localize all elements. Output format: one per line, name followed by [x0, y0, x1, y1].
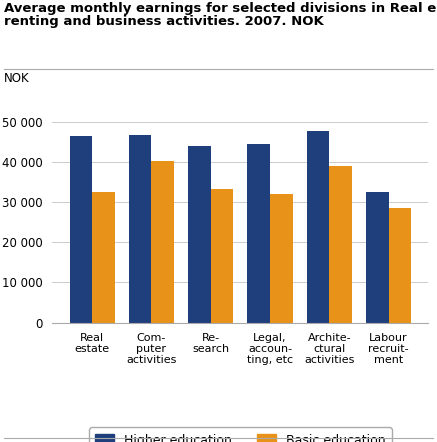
- Text: Average monthly earnings for selected divisions in Real estate,: Average monthly earnings for selected di…: [4, 2, 437, 15]
- Bar: [329, 166, 352, 323]
- Bar: [151, 161, 174, 323]
- Bar: [366, 192, 388, 323]
- Bar: [188, 146, 211, 323]
- Bar: [307, 131, 329, 323]
- Bar: [270, 194, 292, 323]
- Bar: [247, 144, 270, 323]
- Bar: [69, 136, 92, 323]
- Bar: [211, 189, 233, 323]
- Bar: [129, 135, 151, 323]
- Legend: Higher education, Basic education: Higher education, Basic education: [89, 427, 392, 442]
- Bar: [92, 192, 114, 323]
- Text: NOK: NOK: [4, 72, 30, 84]
- Text: renting and business activities. 2007. NOK: renting and business activities. 2007. N…: [4, 15, 324, 28]
- Bar: [388, 208, 411, 323]
